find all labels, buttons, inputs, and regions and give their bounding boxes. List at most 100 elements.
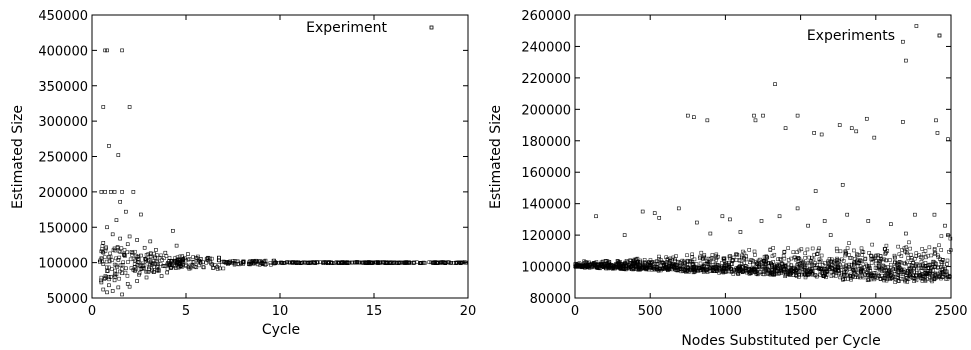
data-point [877, 273, 881, 278]
data-point [737, 258, 742, 263]
data-point [638, 264, 643, 269]
data-point [812, 131, 816, 135]
data-point [799, 264, 804, 269]
data-point [99, 190, 104, 194]
data-point [685, 253, 689, 258]
data-point [917, 275, 922, 279]
data-point [306, 261, 311, 265]
data-point [148, 239, 153, 244]
data-point [617, 265, 622, 270]
data-point [714, 269, 719, 273]
data-point [385, 261, 389, 266]
data-point [923, 249, 928, 253]
data-point [110, 267, 114, 271]
data-point [799, 247, 804, 251]
left-x-axis-label: Cycle [262, 322, 300, 338]
data-point [822, 267, 827, 271]
data-point [622, 233, 627, 237]
data-point [114, 218, 119, 222]
data-point [340, 261, 344, 265]
right-y-axis-label: Estimated Size [488, 105, 504, 209]
data-point [789, 268, 793, 272]
data-point [676, 206, 681, 211]
data-point [878, 254, 883, 258]
data-point [112, 262, 117, 267]
data-point [148, 251, 153, 255]
data-point [760, 260, 764, 264]
data-point [728, 217, 732, 222]
data-point [929, 266, 933, 271]
data-point [810, 269, 815, 273]
data-point [926, 253, 930, 258]
data-point [846, 253, 851, 257]
data-point [674, 265, 678, 270]
data-point [829, 257, 834, 262]
data-point [856, 263, 860, 268]
data-point [866, 219, 871, 223]
data-point [893, 280, 897, 284]
data-point [690, 255, 694, 259]
data-point [745, 270, 749, 275]
data-point [759, 219, 764, 223]
data-point [174, 266, 178, 270]
data-point [378, 260, 382, 265]
data-point [941, 258, 945, 262]
data-point [101, 241, 106, 245]
data-point [217, 266, 222, 271]
data-point [837, 123, 842, 127]
data-point [800, 272, 804, 277]
data-point [819, 253, 824, 258]
data-point [263, 258, 268, 263]
y-tick-label: 300000 [38, 115, 88, 130]
data-point [109, 190, 113, 194]
data-point [113, 268, 117, 273]
data-point [852, 260, 856, 265]
data-point [802, 261, 807, 266]
data-point [897, 252, 902, 257]
data-point [839, 273, 844, 278]
data-point [252, 259, 257, 264]
data-point [937, 243, 941, 248]
data-point [146, 252, 150, 256]
data-point [660, 267, 665, 271]
data-point [717, 270, 721, 275]
data-point [892, 253, 897, 258]
data-point [423, 261, 427, 265]
x-tick-label: 1000 [709, 304, 742, 319]
data-point [927, 245, 932, 250]
data-point [165, 270, 169, 275]
data-point [452, 261, 456, 265]
data-point [285, 260, 289, 265]
data-point [742, 261, 746, 265]
data-point [135, 279, 139, 283]
data-point [115, 265, 119, 269]
data-point [870, 242, 874, 247]
data-point [190, 259, 195, 264]
y-tick-label: 450000 [38, 9, 88, 24]
right-x-ticks: 0 500 1000 1500 2000 2500 [571, 15, 968, 319]
data-point [854, 273, 859, 277]
data-point [116, 153, 121, 157]
data-point [440, 261, 444, 265]
data-point [786, 246, 790, 250]
data-point [770, 254, 775, 258]
data-point [932, 252, 937, 256]
data-point [227, 260, 232, 265]
data-point [920, 256, 925, 260]
data-point [731, 272, 736, 276]
data-point [861, 250, 866, 254]
data-point [137, 271, 142, 275]
data-point [806, 223, 810, 228]
data-point [900, 248, 904, 252]
data-point [861, 275, 866, 280]
data-point [196, 260, 200, 265]
data-point [913, 256, 917, 261]
data-point [130, 251, 135, 255]
data-point [827, 257, 832, 261]
data-point [844, 251, 848, 255]
data-point [196, 254, 200, 259]
data-point [921, 277, 925, 281]
data-point [835, 256, 839, 261]
data-point [761, 113, 765, 118]
data-point [895, 263, 899, 267]
